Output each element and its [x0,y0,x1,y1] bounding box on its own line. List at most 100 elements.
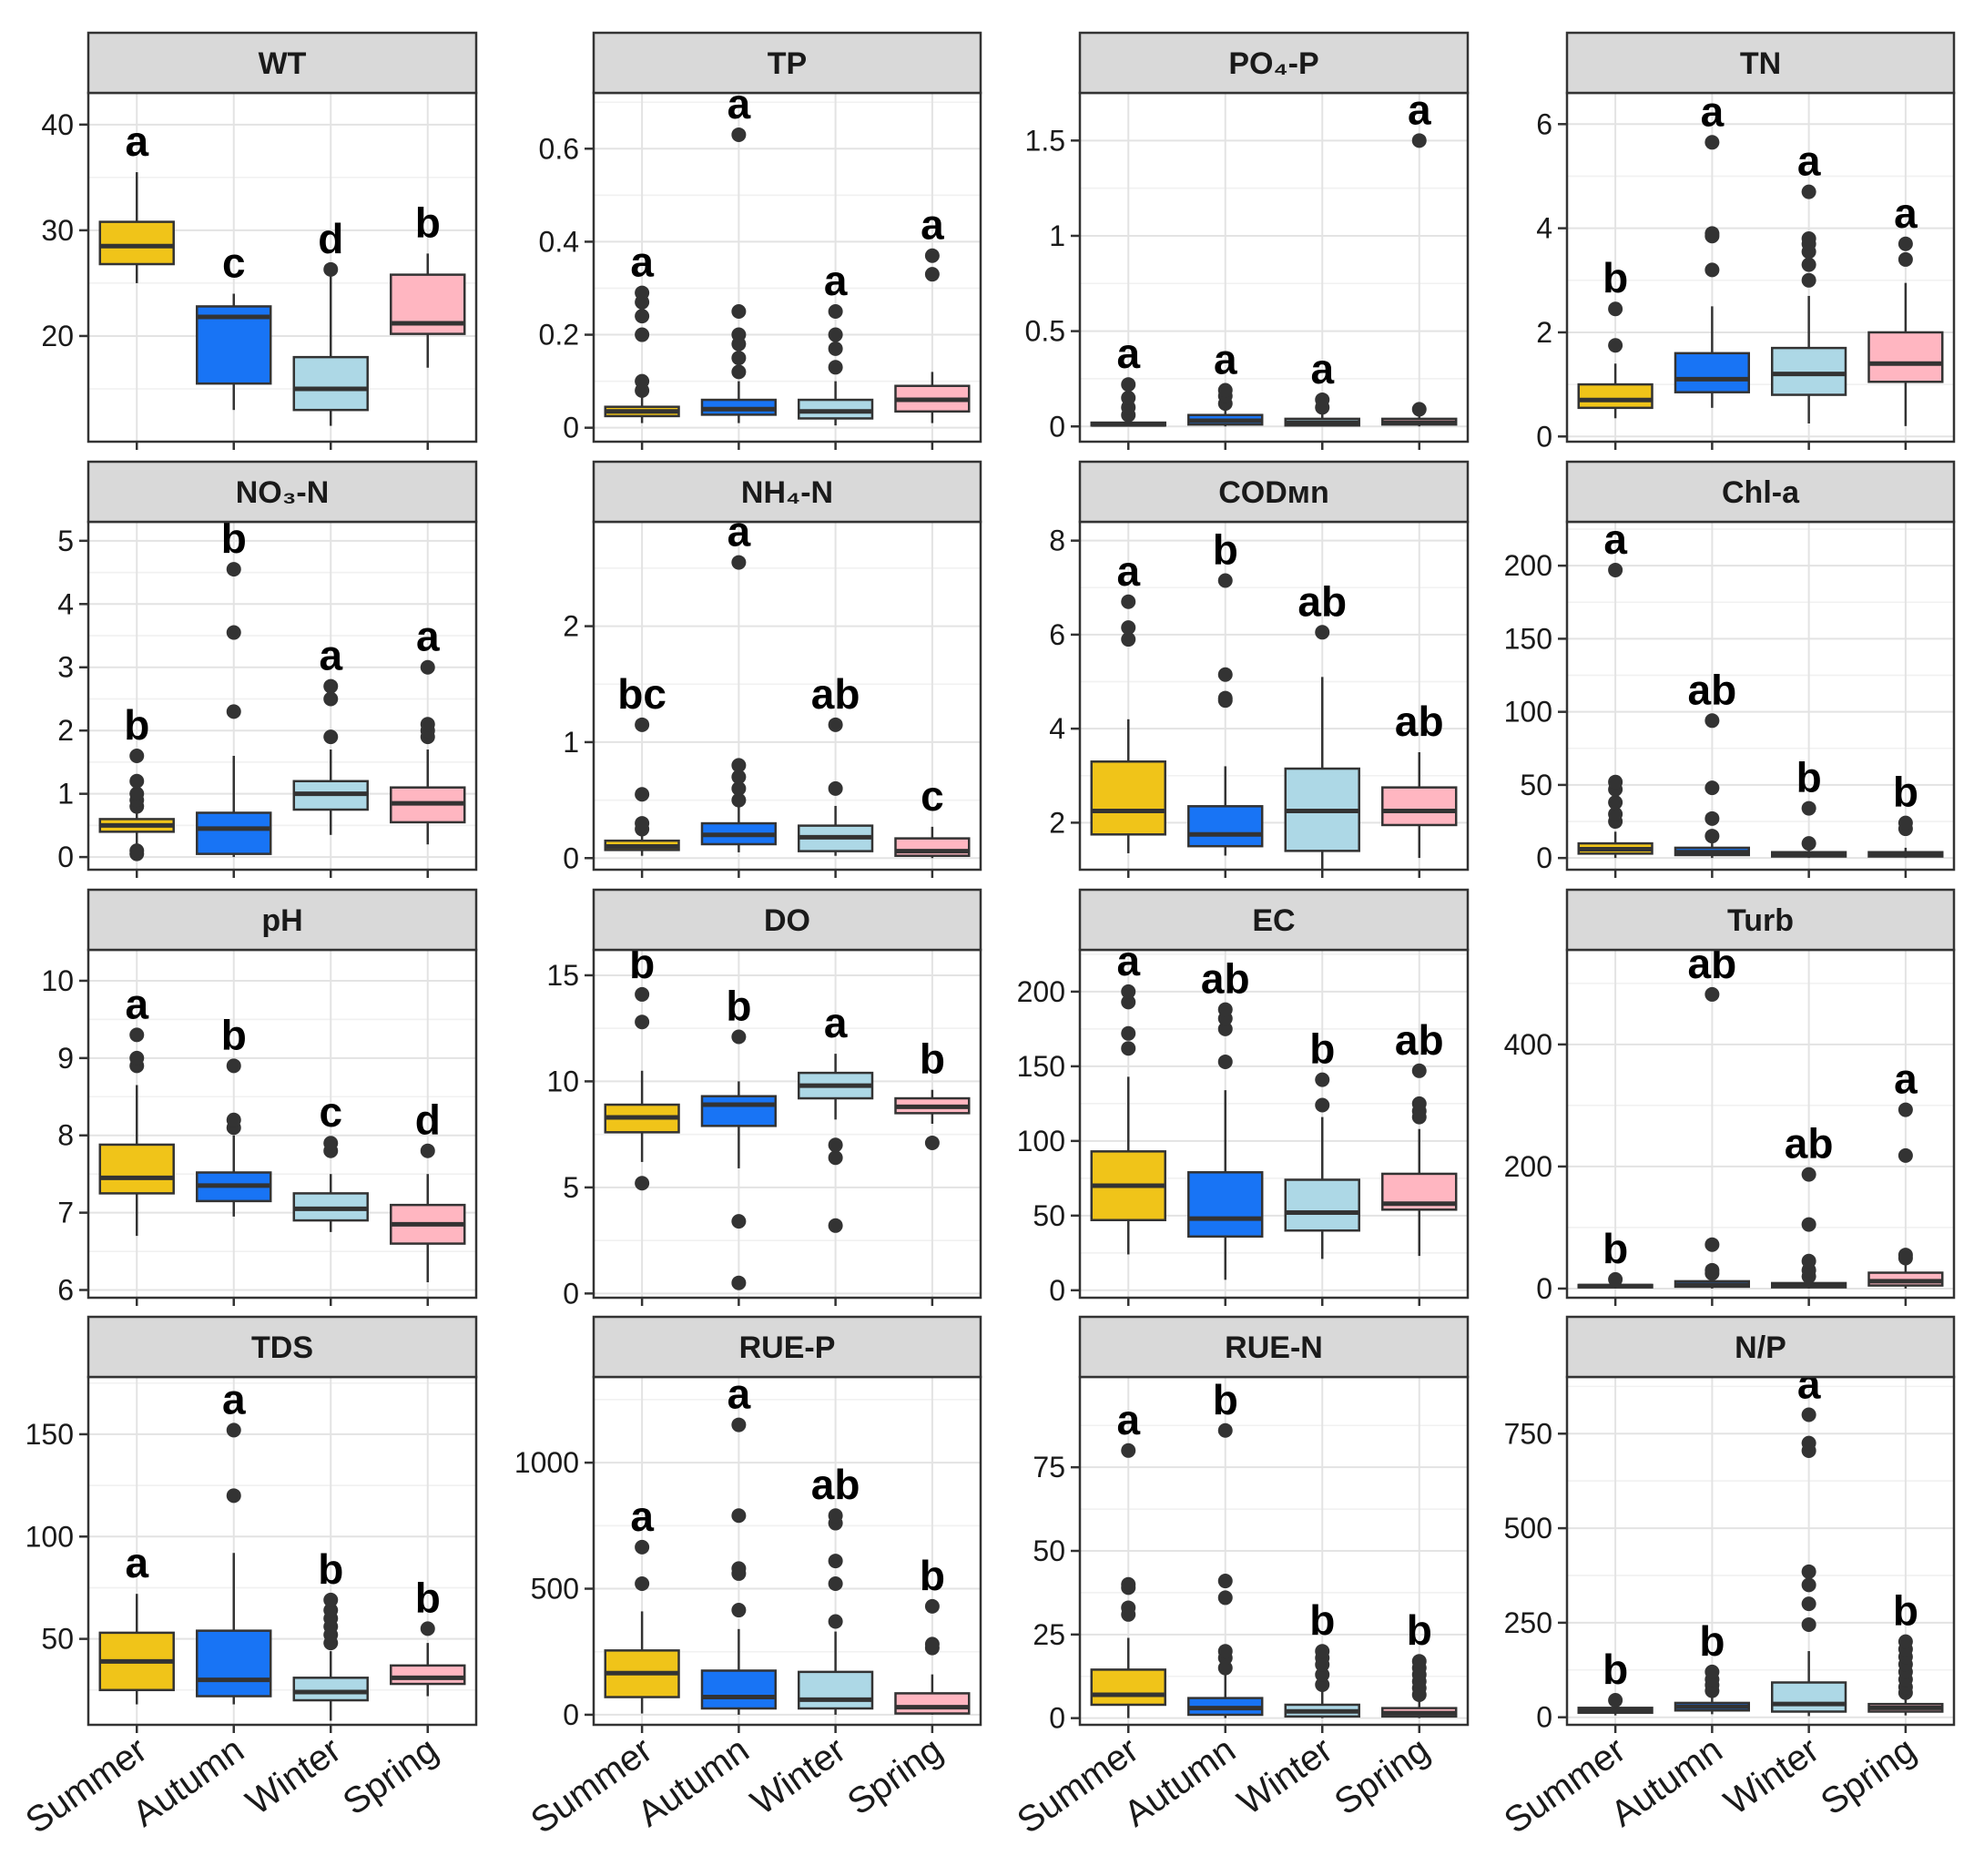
box-winter: c [292,1088,369,1232]
y-tick-label: 6 [1049,618,1065,651]
outlier-point [1217,1660,1233,1676]
outlier-point [635,1575,650,1591]
outlier-point [828,1508,843,1524]
y-tick-label: 2 [563,610,579,643]
strip-background [1565,888,1956,952]
outlier-point [635,327,650,342]
panel-background [594,522,981,870]
outlier-point [1801,1167,1816,1182]
outlier-point [924,248,940,263]
outlier-point [226,562,241,577]
box-autumn: b [196,1011,272,1217]
outlier-point [731,770,747,785]
strip-title: Chl-a [1722,475,1800,510]
strip-title: TN [1740,46,1781,81]
box-body [1674,352,1750,393]
significance-letter: ab [1297,577,1347,625]
significance-letter: a [319,632,342,679]
box-autumn: b [1187,1376,1264,1718]
box-body [894,1692,971,1715]
y-tick-label: 1000 [514,1446,579,1479]
y-tick-label: 25 [1033,1618,1065,1651]
box-summer: b [98,701,175,862]
box-body [390,1664,466,1686]
outlier-point [828,327,843,342]
outlier-point [635,816,650,831]
y-tick-label: 10 [41,964,74,997]
strip-background [1078,31,1470,95]
x-tick-label-spring: Spring [1328,1729,1437,1822]
x-tick-label-winter: Winter [239,1729,348,1822]
panel-background [1567,1377,1954,1725]
outlier-point [323,678,339,694]
outlier-point [1704,780,1720,796]
box-summer: b [1577,254,1653,419]
outlier-point [129,1027,145,1043]
y-tick-label: 500 [1504,1512,1552,1545]
outlier-point [323,1603,339,1618]
significance-letter: a [921,201,944,249]
box-winter: b [1284,1596,1360,1718]
box-summer: b [1577,1646,1653,1716]
y-tick-label: 500 [531,1573,579,1606]
significance-letter: a [1894,189,1918,237]
strip-background [1565,460,1956,524]
outlier-point [1704,713,1720,729]
outlier-point [129,786,145,801]
panel-background [1567,522,1954,870]
y-tick-label: 150 [1504,622,1552,655]
box-body [292,355,369,412]
significance-letter: a [824,999,848,1046]
outlier-point [1315,1644,1330,1659]
y-tick-label: 0.6 [539,132,579,165]
box-autumn: a [1674,87,1750,408]
outlier-point [731,127,747,142]
box-body [98,1143,175,1195]
outlier-point [1608,338,1623,353]
y-tick-label: 3 [57,651,74,684]
strip-background [592,31,982,95]
significance-letter: a [824,257,848,304]
x-tick-label-autumn: Autumn [1603,1729,1729,1834]
strip-title: RUE-P [739,1331,836,1365]
outlier-point [420,1621,435,1636]
box-body [1867,331,1944,383]
outlier-point [226,625,241,640]
y-tick-label: 4 [1049,712,1065,745]
significance-letter: a [416,613,440,660]
outlier-point [323,1592,339,1607]
box-body [1187,805,1264,848]
significance-letter: b [1603,1646,1628,1693]
outlier-point [635,1014,650,1030]
box-summer: b [604,940,680,1191]
box-autumn: b [196,515,272,858]
significance-letter: a [630,239,654,286]
outlier-point [226,704,241,719]
strip-title: RUE-N [1225,1331,1323,1365]
outlier-point [1121,594,1136,609]
box-autumn: a [1187,335,1264,427]
y-tick-label: 0 [1536,1701,1552,1734]
box-spring: a [1867,189,1944,426]
panel-15: bbabN/P0250500750SummerAutumnWinterSprin… [1497,1315,1956,1841]
significance-letter: c [222,240,246,287]
y-tick-label: 150 [25,1418,74,1451]
box-summer: a [98,980,175,1237]
strip-title: Turb [1727,903,1794,938]
box-winter: ab [1771,1120,1847,1289]
box-body [1090,760,1166,836]
box-autumn: a [700,1371,777,1715]
significance-letter: a [1701,87,1725,135]
box-spring: b [894,1035,971,1150]
outlier-point [1121,1443,1136,1458]
outlier-point [1217,1002,1233,1017]
panel-background [88,93,476,442]
significance-letter: a [125,980,148,1027]
outlier-point [1704,135,1720,150]
outlier-point [1608,795,1623,811]
strip-title: TP [768,46,807,81]
outlier-point [635,285,650,301]
x-tick-label-summer: Summer [1010,1729,1145,1841]
